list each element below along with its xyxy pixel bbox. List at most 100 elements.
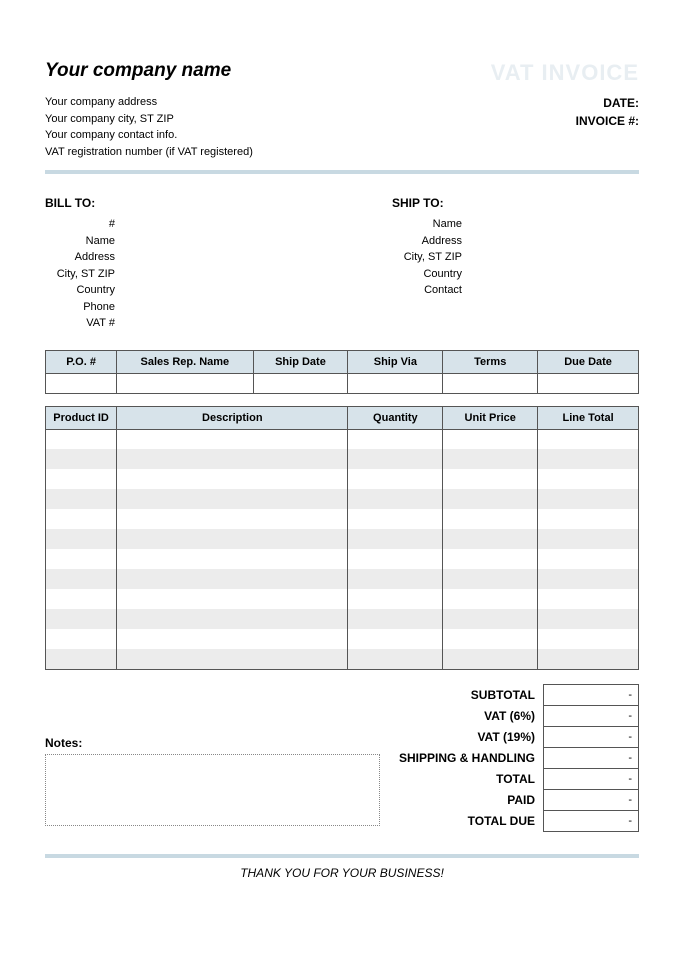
- order-cell[interactable]: [348, 373, 443, 393]
- item-cell[interactable]: [46, 609, 117, 629]
- date-label: DATE:: [576, 94, 639, 112]
- table-row: [46, 509, 639, 529]
- total-label: SUBTOTAL: [395, 684, 544, 705]
- order-cell[interactable]: [117, 373, 253, 393]
- item-cell[interactable]: [117, 589, 348, 609]
- item-cell[interactable]: [46, 569, 117, 589]
- item-cell[interactable]: [348, 649, 443, 669]
- item-cell[interactable]: [46, 509, 117, 529]
- item-cell[interactable]: [538, 589, 639, 609]
- item-cell[interactable]: [538, 509, 639, 529]
- item-cell[interactable]: [538, 569, 639, 589]
- item-cell[interactable]: [443, 629, 538, 649]
- bill-to-label: Address: [45, 249, 115, 266]
- item-cell[interactable]: [46, 589, 117, 609]
- item-cell[interactable]: [538, 549, 639, 569]
- item-cell[interactable]: [117, 569, 348, 589]
- item-cell[interactable]: [538, 629, 639, 649]
- table-row: [46, 529, 639, 549]
- item-cell[interactable]: [117, 509, 348, 529]
- item-cell[interactable]: [348, 529, 443, 549]
- item-cell[interactable]: [117, 429, 348, 449]
- item-cell[interactable]: [348, 469, 443, 489]
- notes-box[interactable]: [45, 754, 380, 826]
- item-cell[interactable]: [46, 529, 117, 549]
- item-cell[interactable]: [443, 429, 538, 449]
- item-cell[interactable]: [46, 469, 117, 489]
- bill-to-label: Name: [45, 233, 115, 250]
- total-value: -: [544, 789, 639, 810]
- item-cell[interactable]: [348, 609, 443, 629]
- item-cell[interactable]: [117, 649, 348, 669]
- item-cell[interactable]: [538, 529, 639, 549]
- item-cell[interactable]: [348, 429, 443, 449]
- item-cell[interactable]: [538, 489, 639, 509]
- item-cell[interactable]: [117, 629, 348, 649]
- item-cell[interactable]: [443, 469, 538, 489]
- item-cell[interactable]: [348, 629, 443, 649]
- table-row: [46, 609, 639, 629]
- total-value: -: [544, 684, 639, 705]
- item-cell[interactable]: [443, 549, 538, 569]
- bill-to-title: BILL TO:: [45, 196, 342, 210]
- item-cell[interactable]: [443, 449, 538, 469]
- items-header-cell: Unit Price: [443, 406, 538, 429]
- item-cell[interactable]: [538, 449, 639, 469]
- order-cell[interactable]: [443, 373, 538, 393]
- ship-to-label: Country: [392, 266, 462, 283]
- item-cell[interactable]: [538, 649, 639, 669]
- item-cell[interactable]: [348, 509, 443, 529]
- item-cell[interactable]: [46, 489, 117, 509]
- invoice-number-label: INVOICE #:: [576, 112, 639, 130]
- table-row: [46, 469, 639, 489]
- bill-to-label: City, ST ZIP: [45, 266, 115, 283]
- item-cell[interactable]: [46, 549, 117, 569]
- item-cell[interactable]: [538, 609, 639, 629]
- total-label: VAT (19%): [395, 726, 544, 747]
- ship-to-label: Contact: [392, 282, 462, 299]
- company-line: Your company city, ST ZIP: [45, 111, 253, 128]
- table-row: [46, 449, 639, 469]
- item-cell[interactable]: [348, 449, 443, 469]
- total-label: TOTAL DUE: [395, 810, 544, 831]
- total-label: TOTAL: [395, 768, 544, 789]
- item-cell[interactable]: [443, 509, 538, 529]
- item-cell[interactable]: [443, 569, 538, 589]
- item-cell[interactable]: [46, 449, 117, 469]
- items-header-cell: Description: [117, 406, 348, 429]
- order-cell[interactable]: [46, 373, 117, 393]
- item-cell[interactable]: [117, 489, 348, 509]
- item-cell[interactable]: [46, 649, 117, 669]
- item-cell[interactable]: [117, 609, 348, 629]
- ship-to-block: SHIP TO: Name Address City, ST ZIP Count…: [342, 196, 639, 332]
- item-cell[interactable]: [117, 529, 348, 549]
- item-cell[interactable]: [117, 549, 348, 569]
- item-cell[interactable]: [443, 489, 538, 509]
- item-cell[interactable]: [117, 469, 348, 489]
- item-cell[interactable]: [443, 649, 538, 669]
- totals-table: SUBTOTAL-VAT (6%)-VAT (19%)-SHIPPING & H…: [395, 684, 639, 832]
- item-cell[interactable]: [348, 589, 443, 609]
- table-row: [46, 429, 639, 449]
- order-cell[interactable]: [538, 373, 639, 393]
- company-line: VAT registration number (if VAT register…: [45, 144, 253, 161]
- item-cell[interactable]: [538, 469, 639, 489]
- item-cell[interactable]: [348, 489, 443, 509]
- item-cell[interactable]: [348, 569, 443, 589]
- item-cell[interactable]: [46, 629, 117, 649]
- item-cell[interactable]: [117, 449, 348, 469]
- item-cell[interactable]: [443, 529, 538, 549]
- items-header-cell: Product ID: [46, 406, 117, 429]
- line-items-table: Product IDDescriptionQuantityUnit PriceL…: [45, 406, 639, 670]
- item-cell[interactable]: [443, 609, 538, 629]
- order-header-cell: Ship Via: [348, 350, 443, 373]
- order-header-cell: Ship Date: [253, 350, 348, 373]
- order-cell[interactable]: [253, 373, 348, 393]
- bill-to-label: VAT #: [45, 315, 115, 332]
- item-cell[interactable]: [538, 429, 639, 449]
- divider: [45, 170, 639, 174]
- item-cell[interactable]: [443, 589, 538, 609]
- item-cell[interactable]: [46, 429, 117, 449]
- table-row: [46, 489, 639, 509]
- item-cell[interactable]: [348, 549, 443, 569]
